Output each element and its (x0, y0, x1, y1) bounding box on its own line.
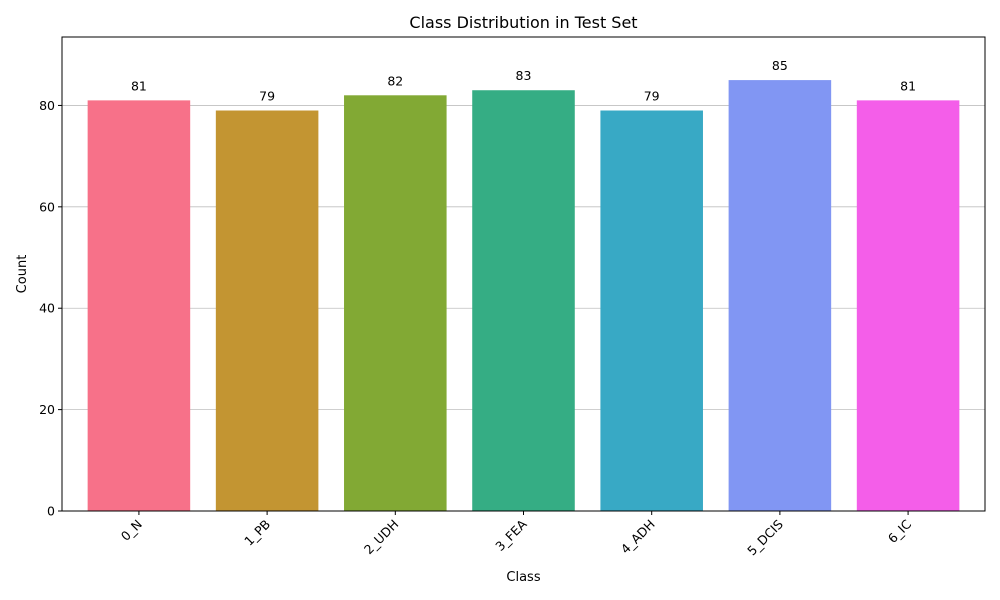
x-axis-label: Class (506, 570, 540, 585)
x-axis-ticks: 0_N 1_PB 2_UDH 3_FEA 4_ADH 5_DCIS 6_IC (118, 511, 915, 558)
x-tick-label-1_PB: 1_PB (241, 517, 273, 549)
chart-title: Class Distribution in Test Set (409, 13, 637, 32)
bar-5_DCIS (728, 80, 832, 511)
data-label-0_N: 81 (131, 78, 147, 93)
y-axis-label: Count (15, 255, 30, 294)
data-labels: 81 79 82 83 79 85 81 (131, 58, 916, 103)
x-tick-label-4_ADH: 4_ADH (618, 517, 658, 557)
x-tick-label-0_N: 0_N (118, 517, 145, 544)
bar-3_FEA (472, 90, 575, 511)
x-tick-label-2_UDH: 2_UDH (361, 517, 402, 558)
x-tick-label-5_DCIS: 5_DCIS (744, 516, 786, 558)
y-axis-ticks: 0 20 40 60 80 (39, 98, 62, 519)
bar-2_UDH (344, 95, 447, 511)
y-tick-label: 80 (39, 98, 55, 113)
data-label-6_IC: 81 (900, 78, 916, 93)
data-label-2_UDH: 82 (387, 73, 403, 88)
bar-6_IC (856, 100, 960, 511)
y-tick-label: 0 (47, 504, 55, 519)
data-label-3_FEA: 83 (516, 68, 532, 83)
bar-1_PB (215, 110, 319, 511)
x-tick-label-3_FEA: 3_FEA (492, 516, 530, 554)
y-tick-label: 60 (39, 199, 55, 214)
y-tick-label: 20 (39, 402, 55, 417)
data-label-4_ADH: 79 (644, 89, 660, 104)
y-tick-label: 40 (39, 301, 55, 316)
bar-4_ADH (600, 110, 703, 511)
bar-0_N (87, 100, 191, 511)
x-tick-label-6_IC: 6_IC (885, 516, 915, 546)
bars (87, 80, 960, 511)
data-label-1_PB: 79 (259, 89, 275, 104)
data-label-5_DCIS: 85 (772, 58, 788, 73)
